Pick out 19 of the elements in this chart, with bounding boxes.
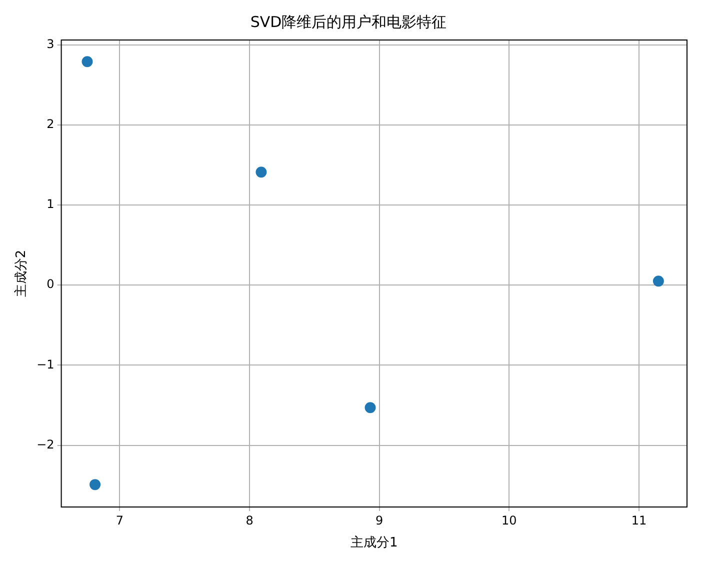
- point: [652, 276, 664, 287]
- y-tick-label: −2: [36, 437, 54, 452]
- x-axis-title: 主成分1: [350, 534, 398, 551]
- point: [90, 479, 101, 490]
- y-tick-label: 0: [46, 277, 54, 292]
- x-tick-label: 9: [376, 513, 384, 528]
- x-tick-label: 7: [116, 513, 124, 528]
- x-tick-label: 11: [631, 513, 647, 528]
- x-tick-label: 8: [246, 513, 254, 528]
- point: [82, 56, 93, 68]
- y-tick-label: 1: [46, 197, 54, 212]
- point: [364, 402, 376, 414]
- chart-title: SVD降维后的用户和电影特征: [250, 12, 447, 31]
- y-axis-title: 主成分2: [13, 250, 30, 298]
- y-tick-label: 2: [46, 117, 54, 132]
- y-tick-label: 3: [46, 36, 54, 51]
- x-tick-label: 10: [502, 513, 517, 528]
- point: [256, 166, 267, 178]
- y-tick-label: −1: [36, 357, 54, 372]
